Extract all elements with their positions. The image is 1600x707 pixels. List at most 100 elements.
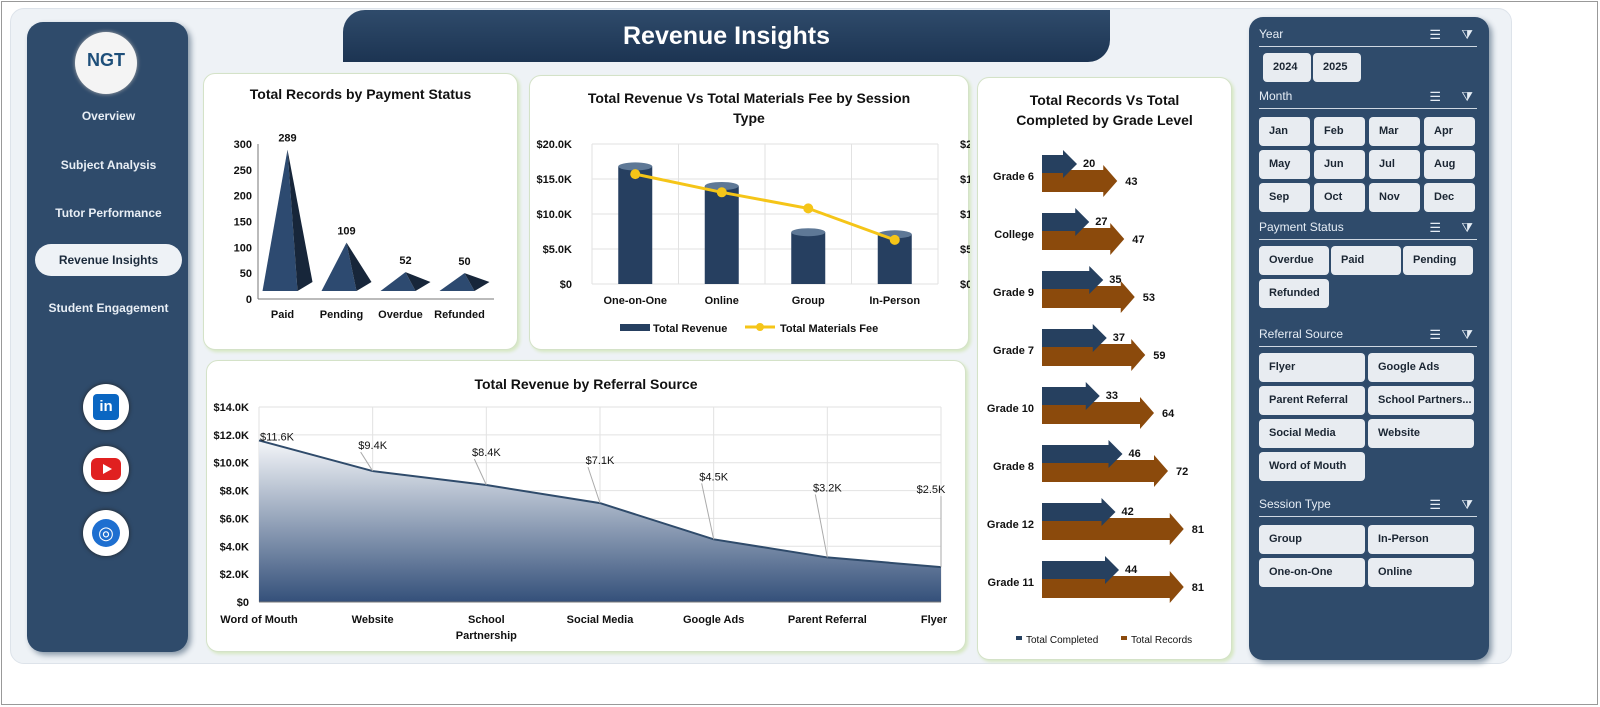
filter-option[interactable]: Feb [1314,117,1365,146]
completed-data-label: 46 [1129,448,1141,460]
multi-select-icon[interactable]: ☰ [1429,89,1441,104]
filter-option[interactable]: Word of Mouth [1259,452,1365,481]
materials-fee-point [803,203,814,214]
chart-title: Total Revenue by Referral Source [474,376,698,392]
y-tick-label: $12.0K [214,430,250,442]
filter-option[interactable]: Social Media [1259,419,1365,448]
multi-select-icon[interactable]: ☰ [1429,327,1441,342]
completed-data-label: 42 [1122,506,1134,518]
clear-filter-icon[interactable]: ⧩ [1461,27,1473,42]
y-tick-label: 150 [234,217,252,229]
records-data-label: 53 [1143,292,1155,304]
chart-title: Total Records Vs Total Completed by Grad… [1016,92,1193,128]
completed-data-label: 20 [1083,158,1095,170]
multi-select-icon[interactable]: ☰ [1429,27,1441,42]
filter-option[interactable]: Paid [1331,246,1401,275]
pyramid-bar [380,272,416,291]
filter-option[interactable]: School Partners... [1368,386,1474,415]
filter-option[interactable]: Overdue [1259,246,1329,275]
filter-option[interactable]: Mar [1369,117,1420,146]
category-label: Grade 10 [987,403,1034,415]
filter-option[interactable]: 2025 [1313,53,1361,82]
records-data-label: 81 [1192,582,1204,594]
nav-subject-analysis[interactable]: Subject Analysis [60,158,157,172]
x-tick-label: Word of Mouth [220,614,298,626]
filter-label: Referral Source [1259,327,1344,341]
chart-title: Total Records by Payment Status [249,86,472,102]
y-tick-label: $2.0K [220,569,249,581]
referral-source-chart: $0 $2.0K $4.0K $6.0K $8.0K $10.0K $12.0K $14.0K… [214,402,948,642]
nav-revenue-insights[interactable]: Revenue Insights [35,244,182,276]
page-title: Revenue Insights [343,10,1110,62]
records-data-label: 64 [1162,408,1175,420]
filter-option[interactable]: Refunded [1259,279,1329,308]
filter-header-session-type: Session Type ☰ ⧩ [1259,497,1477,517]
pyramid-bar [262,149,298,291]
leader-line [701,483,715,540]
grade-level-card: Total Records Vs Total Completed by Grad… [977,77,1232,660]
filter-option[interactable]: Apr [1424,117,1475,146]
globe-icon[interactable]: ◎ [83,510,129,556]
nav-overview[interactable]: Overview [81,109,136,123]
filter-option[interactable]: Group [1259,525,1365,554]
filter-option[interactable]: Pending [1403,246,1473,275]
filter-option[interactable]: May [1259,150,1310,179]
filter-option[interactable]: In-Person [1368,525,1474,554]
legend-completed-label: Total Completed [1026,635,1098,646]
legend-completed-swatch [1016,636,1022,640]
revenue-bar-top [618,162,653,171]
filter-header-month: Month ☰ ⧩ [1259,89,1477,109]
session-type-chart: $0 $0 $5.0K $500 $10.0K $1.0K $15.0K $1.5K $20.0… [537,139,970,335]
category-label: Grade 12 [987,519,1034,531]
filter-option[interactable]: Google Ads [1368,353,1474,382]
filter-option[interactable]: Sep [1259,183,1310,212]
completed-data-label: 27 [1095,216,1107,228]
nav-tutor-performance[interactable]: Tutor Performance [55,206,162,220]
linkedin-icon[interactable]: in [83,384,129,430]
clear-filter-icon[interactable]: ⧩ [1461,497,1473,512]
y-tick-label: $4.0K [220,541,249,553]
y-tick-label: 200 [234,191,252,203]
filter-header-payment-status: Payment Status ☰ ⧩ [1259,220,1477,240]
multi-select-icon[interactable]: ☰ [1429,220,1441,235]
filter-option[interactable]: Aug [1424,150,1475,179]
category-label: Grade 6 [993,171,1034,183]
data-label: 289 [278,133,296,145]
data-label: $8.4K [472,447,501,459]
filter-option[interactable]: Flyer [1259,353,1365,382]
referral-source-card: Total Revenue by Referral Source $0 $2.0K… [206,360,966,652]
y-tick-label: $0 [560,279,572,291]
category-label: Grade 9 [993,287,1034,299]
filter-option[interactable]: Website [1368,419,1474,448]
youtube-icon[interactable] [83,446,129,492]
category-label: Grade 7 [993,345,1034,357]
filter-option[interactable]: Oct [1314,183,1365,212]
filter-option[interactable]: Jan [1259,117,1310,146]
clear-filter-icon[interactable]: ⧩ [1461,327,1473,342]
clear-filter-icon[interactable]: ⧩ [1461,89,1473,104]
y-tick-label: 100 [234,242,252,254]
filter-option[interactable]: One-on-One [1259,558,1365,587]
data-label: $4.5K [699,471,728,483]
clear-filter-icon[interactable]: ⧩ [1461,220,1473,235]
filter-option[interactable]: Jun [1314,150,1365,179]
nav-student-engagement[interactable]: Student Engagement [48,301,169,315]
filter-option[interactable]: Jul [1369,150,1420,179]
pyramid-bar-side [405,272,431,291]
data-label: $3.2K [813,482,842,494]
y-tick-label: $8.0K [220,486,249,498]
completed-data-label: 35 [1109,274,1121,286]
filter-option[interactable]: Online [1368,558,1474,587]
records-data-label: 47 [1132,234,1144,246]
filter-option[interactable]: Parent Referral [1259,386,1365,415]
filter-option[interactable]: Dec [1424,183,1475,212]
materials-fee-point [889,234,900,245]
total-completed-arrow [1042,382,1100,410]
revenue-bar [618,166,653,284]
revenue-bar-top [791,228,826,237]
multi-select-icon[interactable]: ☰ [1429,497,1441,512]
filter-option[interactable]: Nov [1369,183,1420,212]
filter-option[interactable]: 2024 [1263,53,1311,82]
total-completed-arrow [1042,266,1104,294]
